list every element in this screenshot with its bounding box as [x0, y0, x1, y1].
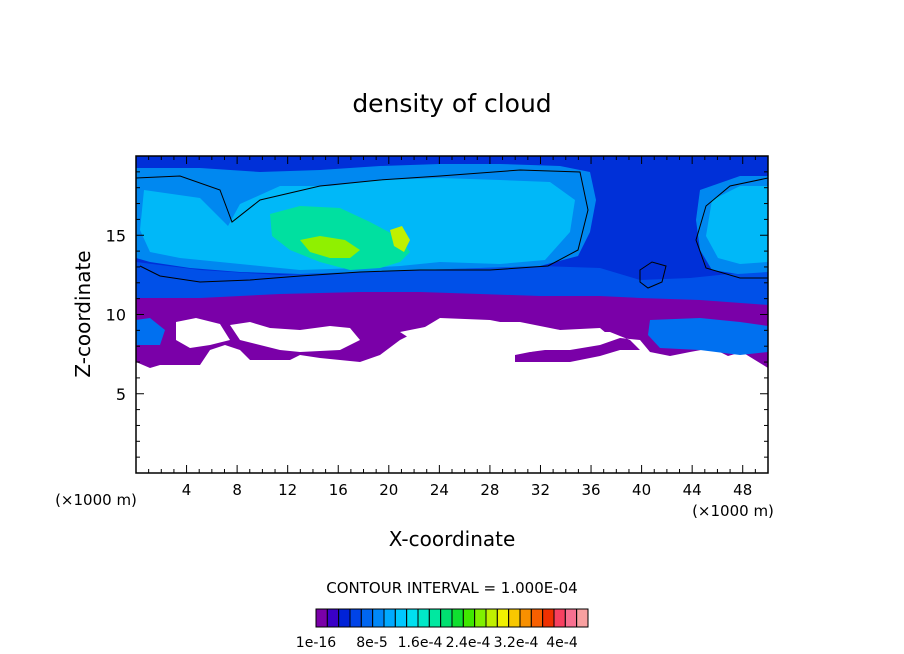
y-tick-label: 15 [106, 226, 126, 245]
colorbar-swatch [462, 608, 476, 628]
region-blue-band [136, 262, 768, 305]
x-unit-right: (×1000 m) [692, 502, 774, 520]
colorbar-swatch [496, 608, 510, 628]
colorbar-swatch [394, 608, 408, 628]
colorbar-swatch [440, 608, 453, 628]
colorbar-label: 4e-4 [546, 635, 578, 651]
region-white-hole [230, 322, 360, 352]
heatmap-field [136, 156, 768, 473]
colorbar-swatch [576, 608, 589, 628]
x-tick-label: 36 [581, 481, 600, 499]
region-yellowgreen-core [300, 236, 360, 258]
colorbar-label: 1.6e-4 [398, 635, 443, 651]
region-cyan-core-right [706, 186, 768, 264]
colorbar-swatch [326, 608, 340, 628]
region-white-hole-3 [176, 318, 230, 348]
y-tick-label: 10 [106, 306, 126, 325]
x-tick-label: 48 [733, 481, 752, 499]
colorbar-swatch [519, 608, 532, 628]
y-tick-labels: 5 10 15 [106, 226, 126, 404]
colorbar-swatch [564, 608, 578, 628]
colorbar-label: 8e-5 [356, 635, 387, 651]
colorbar [315, 608, 589, 628]
x-axis-label: X-coordinate [389, 527, 516, 551]
colorbar-swatch [474, 608, 487, 628]
colorbar-swatch [428, 608, 442, 628]
y-tick-label: 5 [116, 385, 126, 404]
colorbar-label: 1e-16 [296, 635, 336, 651]
region-green-swirl [270, 206, 410, 270]
y-axis-label: Z-coordinate [71, 250, 95, 377]
x-tick-label: 16 [329, 481, 348, 499]
x-tick-labels: 4 8 12 16 20 24 28 32 36 40 44 48 [182, 481, 752, 499]
colorbar-swatch [338, 608, 351, 628]
colorbar-label: 2.4e-4 [446, 635, 491, 651]
x-tick-label: 28 [480, 481, 499, 499]
colorbar-swatch [315, 608, 328, 628]
colorbar-swatch [383, 608, 396, 628]
x-unit-left: (×1000 m) [55, 491, 137, 509]
contour-line-right [695, 177, 768, 279]
x-tick-label: 40 [632, 481, 651, 499]
colorbar-swatch [542, 608, 555, 628]
colorbar-swatch [406, 608, 419, 628]
axis-ticks [136, 156, 768, 473]
colorbar-swatch [485, 608, 498, 628]
contour-line-small [639, 261, 667, 289]
contour-interval-text: CONTOUR INTERVAL = 1.000E-04 [326, 579, 577, 597]
x-tick-label: 20 [379, 481, 398, 499]
colorbar-labels: 1e-16 8e-5 1.6e-4 2.4e-4 3.2e-4 4e-4 [296, 635, 578, 651]
colorbar-swatch [553, 608, 566, 628]
x-tick-label: 12 [278, 481, 297, 499]
colorbar-swatch [417, 608, 430, 628]
colorbar-label: 3.2e-4 [494, 635, 539, 651]
colorbar-swatch [360, 608, 374, 628]
colorbar-swatch [508, 608, 521, 628]
contour-line [136, 169, 589, 283]
colorbar-swatch [451, 608, 464, 628]
colorbar-swatch [372, 608, 385, 628]
x-tick-label: 32 [531, 481, 550, 499]
x-tick-label: 24 [430, 481, 449, 499]
x-tick-label: 8 [232, 481, 242, 499]
region-cloud-right-lower [648, 318, 768, 355]
region-bright-core [390, 226, 410, 252]
x-tick-label: 4 [182, 481, 192, 499]
colorbar-swatch [530, 608, 544, 628]
chart-title: density of cloud [352, 89, 551, 118]
x-tick-label: 44 [683, 481, 702, 499]
colorbar-swatch [349, 608, 362, 628]
region-cloud-left-lower [136, 318, 165, 345]
region-white-hole-2 [400, 322, 612, 352]
